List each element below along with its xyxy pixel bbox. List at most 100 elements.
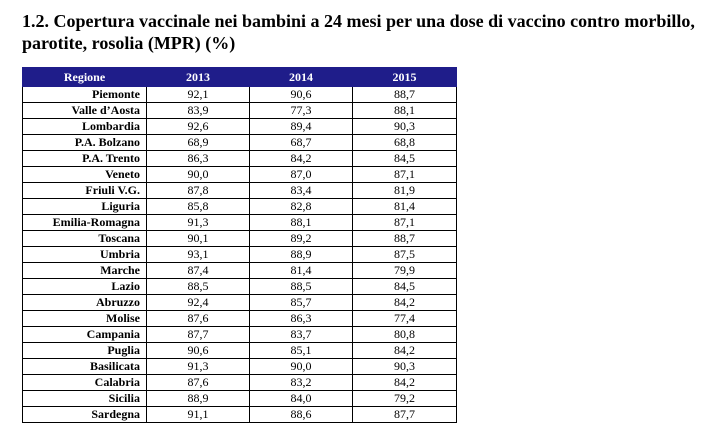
table-row: Valle d’Aosta 83,9 77,3 88,1 <box>22 102 457 119</box>
coverage-value-cell: 90,6 <box>146 342 250 359</box>
region-name-cell: Calabria <box>22 374 147 391</box>
coverage-value-cell: 80,8 <box>352 326 457 343</box>
coverage-value-cell: 88,9 <box>249 246 353 263</box>
coverage-value-cell: 85,1 <box>249 342 353 359</box>
coverage-value-cell: 87,8 <box>146 182 250 199</box>
page-title: 1.2. Copertura vaccinale nei bambini a 2… <box>22 11 695 53</box>
region-name-cell: Basilicata <box>22 358 147 375</box>
coverage-value-cell: 87,7 <box>146 326 250 343</box>
coverage-value-cell: 90,3 <box>352 358 457 375</box>
coverage-value-cell: 84,2 <box>352 342 457 359</box>
coverage-value-cell: 77,3 <box>249 102 353 119</box>
region-name-cell: Valle d’Aosta <box>22 102 147 119</box>
coverage-value-cell: 87,4 <box>146 262 250 279</box>
coverage-value-cell: 87,7 <box>352 406 457 423</box>
coverage-value-cell: 87,6 <box>146 310 250 327</box>
header-2013: 2013 <box>146 67 250 87</box>
region-name-cell: Lombardia <box>22 118 147 135</box>
region-name-cell: P.A. Bolzano <box>22 134 147 151</box>
coverage-value-cell: 88,1 <box>352 102 457 119</box>
table-row: Toscana 90,1 89,2 88,7 <box>22 230 457 247</box>
coverage-value-cell: 88,7 <box>352 86 457 103</box>
table-row: Campania 87,7 83,7 80,8 <box>22 326 457 343</box>
coverage-value-cell: 92,6 <box>146 118 250 135</box>
region-name-cell: Liguria <box>22 198 147 215</box>
table-row: Marche 87,4 81,4 79,9 <box>22 262 457 279</box>
coverage-value-cell: 92,4 <box>146 294 250 311</box>
table-row: Basilicata 91,3 90,0 90,3 <box>22 358 457 375</box>
coverage-value-cell: 90,0 <box>146 166 250 183</box>
table-body: Piemonte 92,1 90,6 88,7 Valle d’Aosta 83,9 77,… <box>22 86 457 423</box>
coverage-value-cell: 81,4 <box>249 262 353 279</box>
region-name-cell: Sicilia <box>22 390 147 407</box>
coverage-value-cell: 87,6 <box>146 374 250 391</box>
coverage-value-cell: 83,7 <box>249 326 353 343</box>
coverage-value-cell: 91,1 <box>146 406 250 423</box>
coverage-value-cell: 87,5 <box>352 246 457 263</box>
coverage-value-cell: 83,2 <box>249 374 353 391</box>
region-name-cell: Sardegna <box>22 406 147 423</box>
coverage-value-cell: 81,9 <box>352 182 457 199</box>
coverage-value-cell: 85,8 <box>146 198 250 215</box>
region-name-cell: Emilia-Romagna <box>22 214 147 231</box>
region-name-cell: Campania <box>22 326 147 343</box>
coverage-value-cell: 84,2 <box>352 374 457 391</box>
coverage-value-cell: 87,1 <box>352 166 457 183</box>
table-row: Piemonte 92,1 90,6 88,7 <box>22 86 457 103</box>
table-row: Sardegna 91,1 88,6 87,7 <box>22 406 457 423</box>
coverage-value-cell: 88,1 <box>249 214 353 231</box>
region-name-cell: Piemonte <box>22 86 147 103</box>
header-2015: 2015 <box>352 67 457 87</box>
region-name-cell: Toscana <box>22 230 147 247</box>
coverage-value-cell: 88,6 <box>249 406 353 423</box>
header-regione: Regione <box>22 67 147 87</box>
coverage-value-cell: 79,2 <box>352 390 457 407</box>
coverage-value-cell: 68,8 <box>352 134 457 151</box>
coverage-value-cell: 88,5 <box>146 278 250 295</box>
coverage-value-cell: 86,3 <box>146 150 250 167</box>
vaccination-coverage-table: Regione 2013 2014 2015 Piemonte 92,1 90,6 8… <box>22 67 457 423</box>
coverage-value-cell: 88,9 <box>146 390 250 407</box>
region-name-cell: Abruzzo <box>22 294 147 311</box>
table-row: Friuli V.G. 87,8 83,4 81,9 <box>22 182 457 199</box>
coverage-value-cell: 92,1 <box>146 86 250 103</box>
coverage-value-cell: 89,2 <box>249 230 353 247</box>
coverage-value-cell: 79,9 <box>352 262 457 279</box>
table-row: P.A. Trento 86,3 84,2 84,5 <box>22 150 457 167</box>
coverage-value-cell: 68,7 <box>249 134 353 151</box>
region-name-cell: Lazio <box>22 278 147 295</box>
table-row: Emilia-Romagna 91,3 88,1 87,1 <box>22 214 457 231</box>
table-row: Molise 87,6 86,3 77,4 <box>22 310 457 327</box>
coverage-value-cell: 88,7 <box>352 230 457 247</box>
coverage-value-cell: 68,9 <box>146 134 250 151</box>
coverage-value-cell: 84,5 <box>352 278 457 295</box>
table-row: P.A. Bolzano 68,9 68,7 68,8 <box>22 134 457 151</box>
coverage-value-cell: 82,8 <box>249 198 353 215</box>
coverage-value-cell: 86,3 <box>249 310 353 327</box>
coverage-value-cell: 85,7 <box>249 294 353 311</box>
coverage-value-cell: 77,4 <box>352 310 457 327</box>
region-name-cell: Puglia <box>22 342 147 359</box>
table-row: Umbria 93,1 88,9 87,5 <box>22 246 457 263</box>
table-row: Puglia 90,6 85,1 84,2 <box>22 342 457 359</box>
table-row: Veneto 90,0 87,0 87,1 <box>22 166 457 183</box>
region-name-cell: Molise <box>22 310 147 327</box>
coverage-value-cell: 81,4 <box>352 198 457 215</box>
coverage-value-cell: 83,9 <box>146 102 250 119</box>
region-name-cell: Umbria <box>22 246 147 263</box>
table-header-row: Regione 2013 2014 2015 <box>22 67 457 87</box>
coverage-value-cell: 84,5 <box>352 150 457 167</box>
coverage-value-cell: 91,3 <box>146 358 250 375</box>
coverage-value-cell: 89,4 <box>249 118 353 135</box>
coverage-value-cell: 87,0 <box>249 166 353 183</box>
coverage-value-cell: 87,1 <box>352 214 457 231</box>
region-name-cell: Veneto <box>22 166 147 183</box>
coverage-value-cell: 90,6 <box>249 86 353 103</box>
table-row: Abruzzo 92,4 85,7 84,2 <box>22 294 457 311</box>
coverage-value-cell: 83,4 <box>249 182 353 199</box>
region-name-cell: Marche <box>22 262 147 279</box>
coverage-value-cell: 90,0 <box>249 358 353 375</box>
coverage-value-cell: 90,3 <box>352 118 457 135</box>
coverage-value-cell: 91,3 <box>146 214 250 231</box>
region-name-cell: Friuli V.G. <box>22 182 147 199</box>
